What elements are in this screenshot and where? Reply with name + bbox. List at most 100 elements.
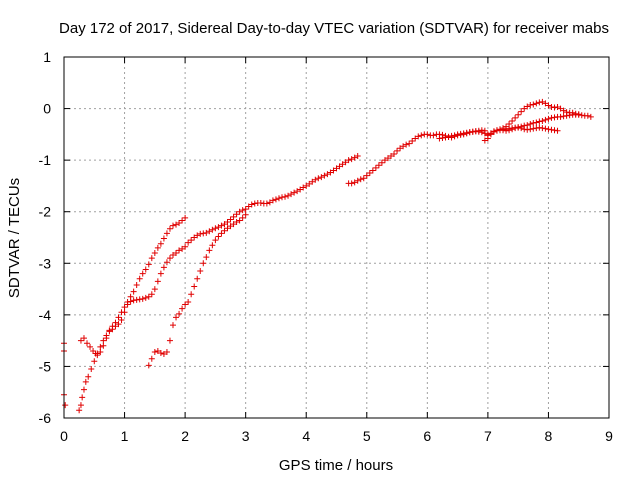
- data-point: [406, 140, 413, 147]
- data-point: [118, 317, 125, 324]
- data-point: [554, 104, 561, 111]
- data-point: [97, 348, 104, 355]
- data-point: [145, 293, 152, 300]
- data-point: [409, 138, 416, 145]
- data-point: [300, 184, 307, 191]
- x-tick-label: 4: [302, 428, 310, 444]
- data-point: [279, 194, 285, 201]
- data-point: [85, 373, 92, 380]
- data-point: [294, 188, 301, 195]
- data-point: [194, 275, 201, 282]
- data-point: [357, 176, 364, 183]
- data-point: [315, 175, 322, 182]
- data-point: [400, 143, 407, 150]
- data-point: [197, 268, 204, 275]
- data-point: [530, 101, 537, 108]
- data-point: [266, 199, 273, 206]
- data-point: [227, 216, 234, 223]
- data-point: [333, 165, 340, 172]
- data-point: [451, 132, 458, 139]
- data-point: [545, 115, 552, 122]
- data-point: [512, 114, 519, 121]
- data-point: [227, 223, 234, 230]
- data-point: [218, 230, 225, 237]
- data-point: [173, 221, 180, 228]
- data-point: [351, 154, 358, 161]
- data-point: [148, 255, 155, 262]
- data-point: [200, 260, 207, 267]
- data-point: [206, 228, 213, 235]
- data-point: [215, 233, 222, 240]
- data-point: [157, 350, 164, 357]
- data-point: [457, 130, 464, 137]
- data-point: [127, 298, 134, 305]
- plot-frame: [63, 56, 610, 419]
- data-point: [179, 217, 186, 224]
- data-point: [221, 221, 228, 228]
- data-point: [215, 224, 222, 231]
- data-point: [324, 171, 331, 178]
- x-tick-label: 7: [484, 428, 492, 444]
- data-point: [136, 296, 143, 303]
- data-point: [424, 131, 431, 138]
- data-point: [285, 192, 292, 199]
- data-point: [509, 126, 516, 133]
- data-point: [521, 105, 528, 112]
- data-point: [539, 117, 546, 124]
- data-point: [587, 113, 594, 120]
- data-point: [354, 177, 361, 184]
- data-point: [197, 230, 204, 237]
- data-point: [80, 386, 87, 393]
- data-point: [484, 135, 491, 142]
- data-point: [288, 191, 295, 198]
- data-point: [578, 112, 585, 119]
- data-point: [391, 150, 398, 157]
- grid-lines: [64, 57, 609, 418]
- data-point: [584, 112, 591, 119]
- data-point: [487, 131, 494, 138]
- data-point: [497, 126, 503, 133]
- data-point: [430, 132, 437, 139]
- data-point: [154, 347, 161, 354]
- data-point: [366, 170, 373, 177]
- data-point: [121, 304, 128, 311]
- data-point: [418, 132, 425, 139]
- data-point: [218, 222, 225, 229]
- data-point: [436, 135, 443, 142]
- data-point: [136, 275, 143, 282]
- data-point: [342, 159, 349, 166]
- data-point: [77, 337, 84, 344]
- data-point: [212, 237, 219, 244]
- data-point: [548, 104, 555, 111]
- data-point: [557, 113, 564, 120]
- data-point: [133, 296, 140, 303]
- data-point: [115, 314, 122, 321]
- data-point: [170, 252, 176, 259]
- data-point: [269, 197, 276, 204]
- data-point: [142, 294, 149, 301]
- data-point: [533, 119, 540, 126]
- data-point: [454, 131, 461, 138]
- data-point: [176, 247, 183, 254]
- data-point: [394, 147, 401, 154]
- y-axis-label: SDTVAR / TECUs: [6, 178, 23, 298]
- data-point: [188, 291, 195, 298]
- data-point: [481, 137, 488, 144]
- data-point: [448, 132, 455, 139]
- data-point: [224, 225, 231, 232]
- data-point: [524, 103, 531, 110]
- data-point: [160, 351, 167, 358]
- data-point: [521, 126, 528, 133]
- y-tick-label: 0: [43, 101, 51, 117]
- y-tick-label: -2: [39, 204, 52, 220]
- data-point: [188, 237, 195, 244]
- data-point: [291, 189, 298, 196]
- data-point: [412, 135, 419, 142]
- data-point: [560, 113, 567, 120]
- data-point: [100, 342, 107, 349]
- x-tick-labels: 0 1 2 3 4 5 6 7 8 9: [60, 428, 613, 444]
- y-tick-label: -4: [39, 307, 52, 323]
- data-point: [145, 362, 152, 369]
- data-point: [157, 240, 164, 247]
- data-point: [403, 141, 410, 148]
